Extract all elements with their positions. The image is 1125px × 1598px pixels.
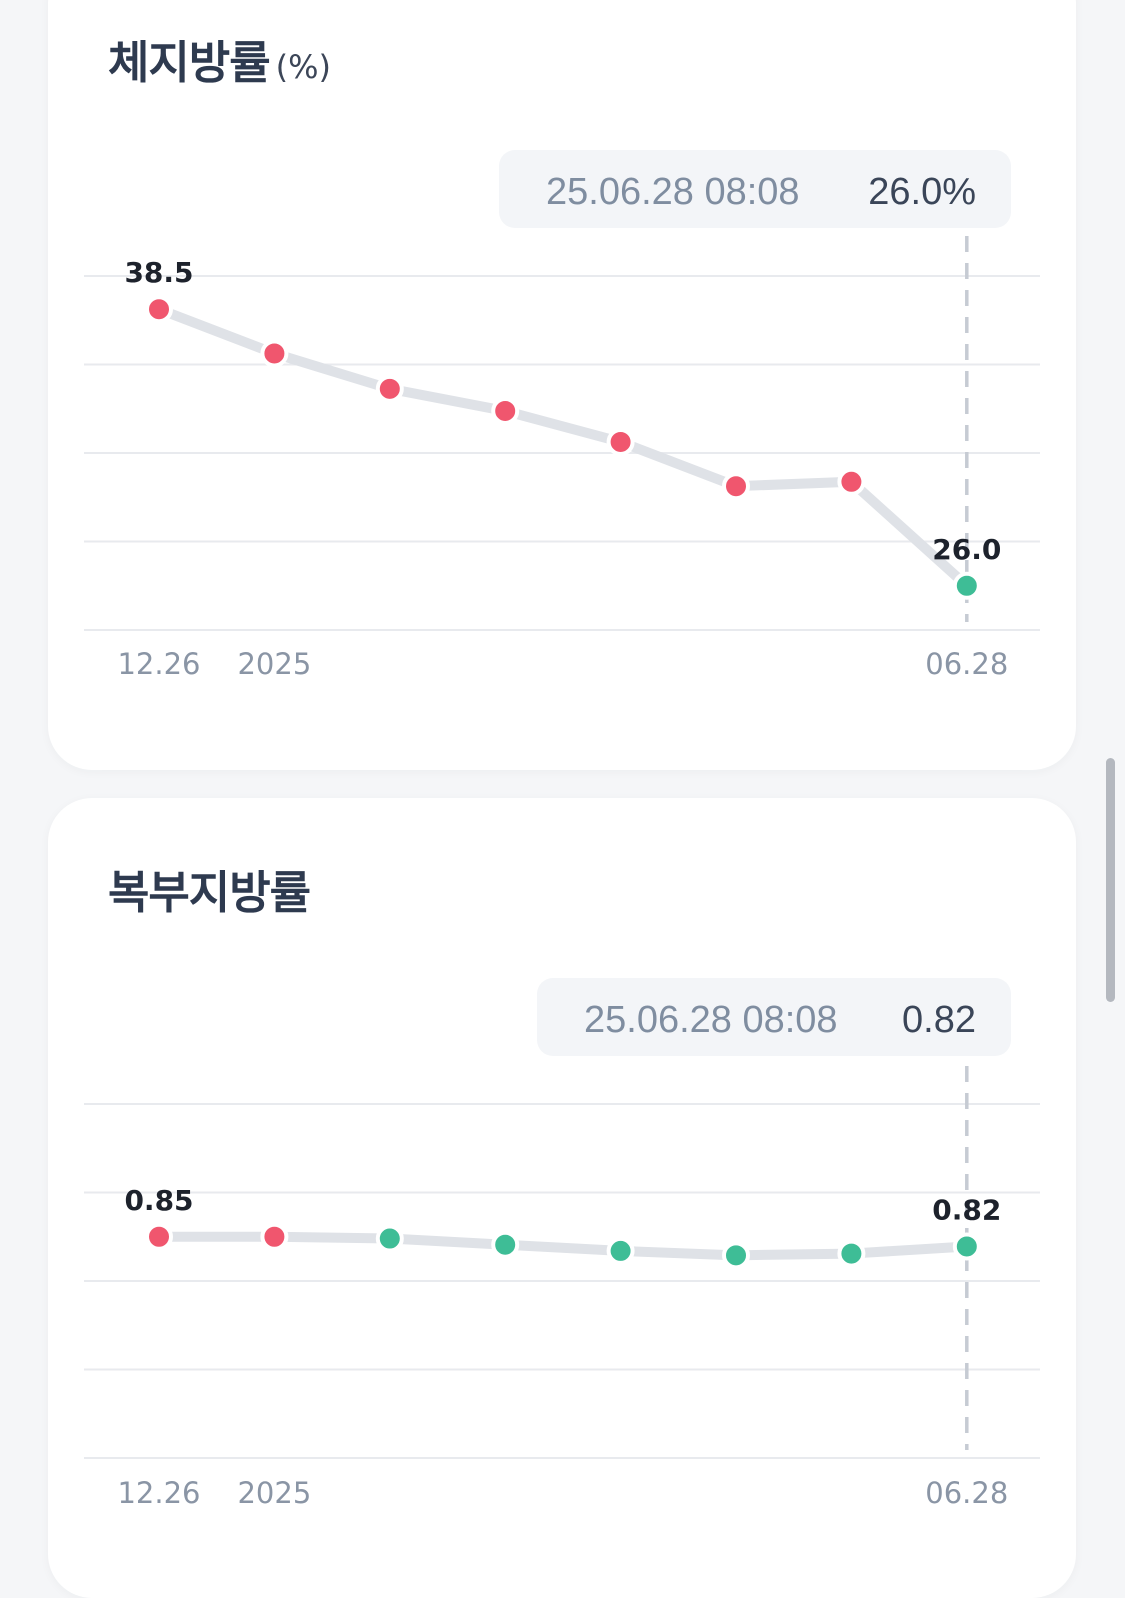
- data-point: [375, 374, 404, 403]
- tooltip-box: [499, 150, 1011, 228]
- x-tick-label: 2025: [237, 647, 311, 681]
- data-point: [722, 472, 750, 501]
- body-fat-title-text: 체지방률: [108, 36, 271, 89]
- x-tick-label: 06.28: [925, 1476, 1008, 1510]
- tooltip-value: 26.0%: [868, 171, 976, 213]
- abdominal-fat-chart[interactable]: 25.06.28 08:08 0.82 0.85 0.82 12.26 2025 06.…: [48, 798, 1076, 1598]
- data-point: [145, 295, 173, 324]
- tooltip-box: [537, 978, 1011, 1056]
- x-tick-label: 12.26: [117, 647, 200, 681]
- abdominal-fat-card: 복부지방률 25.06.28 08:08 0.82 0.85 0.82 12.26 2…: [48, 798, 1076, 1598]
- body-fat-card: 체지방률 (%) 25.06.28 08:08 26.0% 38.5 26.0 12.…: [48, 0, 1076, 770]
- scrollbar[interactable]: [1106, 758, 1115, 1002]
- body-fat-unit: (%): [275, 48, 331, 86]
- series-line: [154, 304, 972, 591]
- data-point: [722, 1241, 750, 1270]
- tooltip-time: 25.06.28 08:08: [584, 999, 838, 1041]
- x-tick-label: 2025: [237, 1476, 311, 1510]
- tooltip-time: 25.06.28 08:08: [546, 171, 800, 213]
- data-point: [491, 396, 520, 425]
- data-point: [952, 1232, 981, 1261]
- series-line: [154, 1231, 972, 1261]
- data-label: 0.82: [932, 1193, 1001, 1226]
- data-point: [837, 467, 866, 496]
- abdominal-fat-title-text: 복부지방률: [108, 866, 311, 919]
- x-tick-label: 06.28: [925, 647, 1008, 681]
- data-point: [145, 1222, 173, 1251]
- tooltip-value: 0.82: [902, 999, 976, 1041]
- data-label: 26.0: [932, 533, 1001, 566]
- data-point: [606, 427, 635, 456]
- data-label: 38.5: [124, 256, 193, 289]
- x-tick-label: 12.26: [117, 1476, 200, 1510]
- body-fat-chart[interactable]: 25.06.28 08:08 26.0% 38.5 26.0 12.26 2025 06…: [48, 0, 1076, 770]
- data-point: [375, 1224, 404, 1253]
- data-label: 0.85: [124, 1184, 193, 1217]
- data-point: [606, 1236, 635, 1265]
- plot-area: 38.5 26.0 12.26 2025 06.28: [84, 236, 1040, 681]
- data-point: [260, 339, 289, 368]
- data-point: [837, 1239, 866, 1268]
- plot-area: 0.85 0.82 12.26 2025 06.28: [84, 1066, 1040, 1510]
- data-point: [952, 571, 981, 600]
- body-fat-title: 체지방률 (%): [108, 26, 331, 91]
- data-point: [260, 1222, 289, 1251]
- data-point: [491, 1230, 520, 1259]
- abdominal-fat-title: 복부지방률: [108, 856, 311, 921]
